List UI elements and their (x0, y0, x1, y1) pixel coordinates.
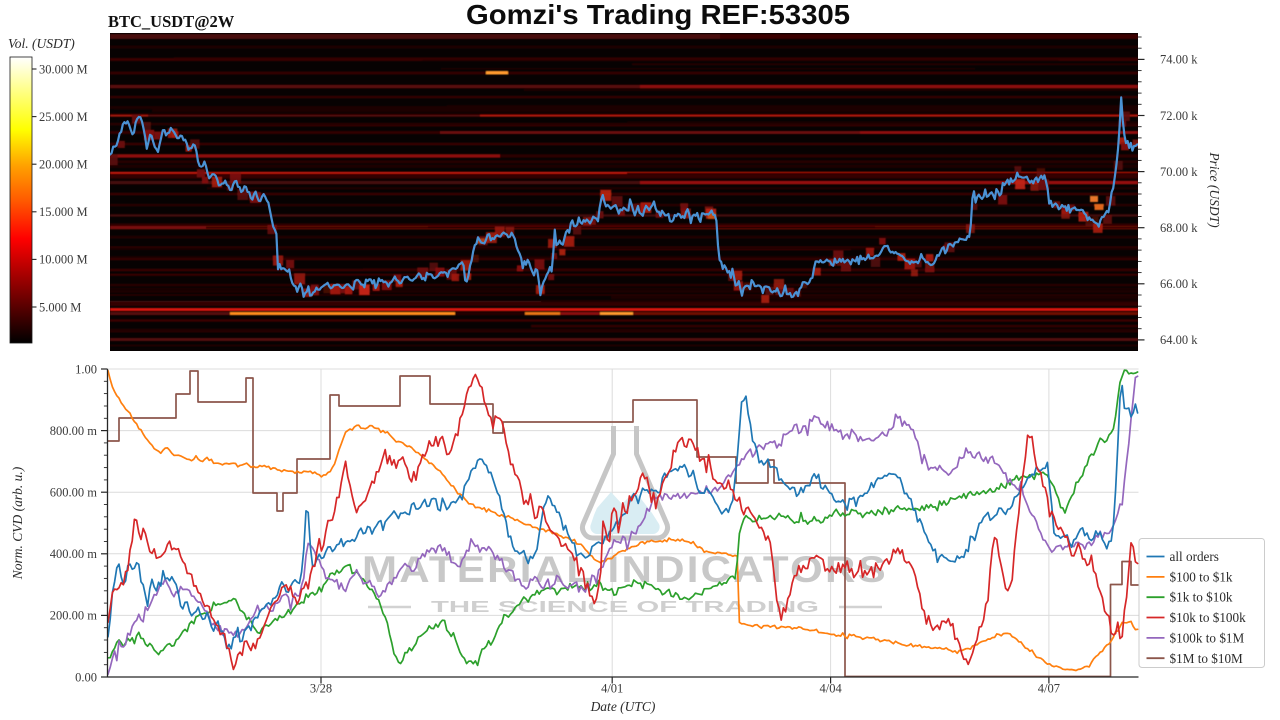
svg-text:Vol. (USDT): Vol. (USDT) (8, 36, 75, 51)
svg-text:30.000 M: 30.000 M (39, 62, 88, 76)
svg-text:10.000 M: 10.000 M (39, 253, 88, 267)
svg-text:$100 to $1k: $100 to $1k (1170, 569, 1233, 584)
svg-text:$10k to $100k: $10k to $100k (1170, 610, 1247, 625)
svg-text:Gomzi's Trading REF:53305: Gomzi's Trading REF:53305 (466, 0, 850, 30)
svg-text:4/01: 4/01 (601, 682, 623, 696)
svg-text:15.000 M: 15.000 M (39, 205, 88, 219)
svg-text:Price (USDT): Price (USDT) (1207, 151, 1222, 228)
svg-text:MATERIAL INDICATORS: MATERIAL INDICATORS (362, 549, 888, 590)
svg-text:70.00 k: 70.00 k (1160, 165, 1198, 179)
svg-text:200.00 m: 200.00 m (50, 609, 98, 623)
svg-text:25.000 M: 25.000 M (39, 110, 88, 124)
svg-text:$1M to $10M: $1M to $10M (1170, 651, 1244, 666)
svg-text:4/04: 4/04 (819, 682, 842, 696)
svg-text:Norm. CVD (arb. u.): Norm. CVD (arb. u.) (10, 466, 25, 580)
svg-text:5.000 M: 5.000 M (39, 300, 81, 314)
svg-text:400.00 m: 400.00 m (50, 547, 98, 561)
svg-text:$1k to $10k: $1k to $10k (1170, 590, 1233, 605)
svg-text:3/28: 3/28 (310, 682, 332, 696)
svg-text:BTC_USDT@2W: BTC_USDT@2W (108, 12, 235, 31)
svg-text:64.00 k: 64.00 k (1160, 333, 1198, 347)
svg-text:0.00: 0.00 (75, 670, 97, 684)
svg-text:1.00: 1.00 (75, 362, 97, 376)
svg-text:THE SCIENCE OF TRADING: THE SCIENCE OF TRADING (431, 599, 819, 616)
svg-text:600.00 m: 600.00 m (50, 486, 98, 500)
svg-text:$100k to $1M: $100k to $1M (1170, 630, 1245, 645)
svg-text:68.00 k: 68.00 k (1160, 221, 1198, 235)
svg-text:800.00 m: 800.00 m (50, 424, 98, 438)
svg-text:4/07: 4/07 (1038, 682, 1060, 696)
svg-text:66.00 k: 66.00 k (1160, 277, 1198, 291)
svg-text:74.00 k: 74.00 k (1160, 53, 1198, 67)
svg-text:72.00 k: 72.00 k (1160, 109, 1198, 123)
svg-text:all orders: all orders (1170, 549, 1219, 564)
svg-text:20.000 M: 20.000 M (39, 158, 88, 172)
svg-text:Date (UTC): Date (UTC) (590, 699, 656, 714)
